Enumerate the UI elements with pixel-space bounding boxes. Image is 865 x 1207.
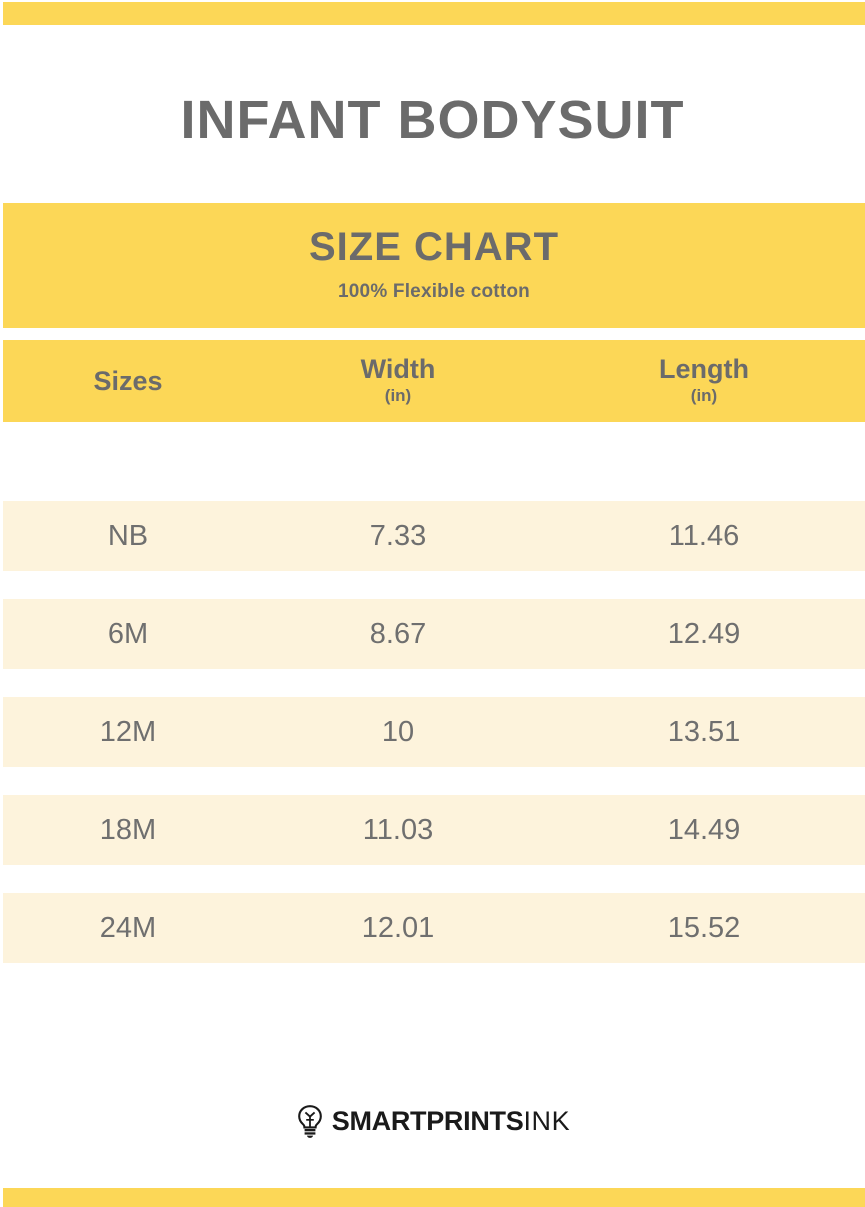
- banner-title: SIZE CHART: [309, 225, 559, 269]
- cell-length-value: 15.52: [667, 911, 741, 944]
- cell-length: 15.52: [543, 911, 865, 944]
- cell-size: 6M: [3, 617, 253, 650]
- banner-subtitle: 100% Flexible cotton: [338, 281, 530, 302]
- cell-size-value: 12M: [99, 715, 157, 748]
- cell-length: 14.49: [543, 813, 865, 846]
- cell-length-value: 14.49: [667, 813, 741, 846]
- header-cell-sizes: Sizes: [3, 365, 253, 396]
- cell-size-value: 24M: [99, 911, 157, 944]
- cell-width: 8.67: [253, 617, 543, 650]
- cell-length: 13.51: [543, 715, 865, 748]
- size-chart-banner: SIZE CHART 100% Flexible cotton: [3, 203, 865, 328]
- cell-width: 12.01: [253, 911, 543, 944]
- size-table: Sizes Width (in) Length (in) NB 7.33 11.…: [3, 340, 865, 963]
- page-title: INFANT BODYSUIT: [0, 80, 865, 160]
- header-cell-width: Width (in): [253, 355, 543, 407]
- page-title-text: INFANT BODYSUIT: [180, 90, 685, 150]
- cell-width: 10: [253, 715, 543, 748]
- table-row: 12M 10 13.51: [3, 697, 865, 767]
- table-row: 24M 12.01 15.52: [3, 893, 865, 963]
- header-label-length: Length: [659, 354, 749, 385]
- header-label-width: Width: [360, 354, 436, 385]
- table-row: 18M 11.03 14.49: [3, 795, 865, 865]
- cell-size-value: 18M: [99, 813, 157, 846]
- cell-length-value: 13.51: [667, 715, 741, 748]
- lightbulb-icon: [297, 1105, 322, 1138]
- header-label-sizes: Sizes: [93, 365, 163, 396]
- cell-size-value: 6M: [107, 617, 149, 650]
- table-row: 6M 8.67 12.49: [3, 599, 865, 669]
- cell-width-value: 12.01: [361, 911, 435, 944]
- cell-size-value: NB: [107, 519, 149, 552]
- cell-length: 12.49: [543, 617, 865, 650]
- cell-width-value: 10: [381, 715, 415, 748]
- header-unit-width: (in): [384, 386, 412, 406]
- cell-width-value: 7.33: [369, 519, 427, 552]
- cell-length-value: 12.49: [667, 617, 741, 650]
- brand-name-light: INK: [523, 1105, 571, 1136]
- cell-size: 24M: [3, 911, 253, 944]
- cell-length: 11.46: [543, 519, 865, 552]
- cell-width: 7.33: [253, 519, 543, 552]
- table-header-row: Sizes Width (in) Length (in): [3, 340, 865, 422]
- cell-length-value: 11.46: [668, 519, 740, 552]
- brand-name-bold: SMARTPRINTS: [331, 1105, 524, 1136]
- cell-width: 11.03: [253, 813, 543, 846]
- top-accent-bar: [3, 2, 865, 25]
- cell-size: 12M: [3, 715, 253, 748]
- brand-wordmark: SMARTPRINTS INK: [332, 1106, 571, 1137]
- header-unit-length: (in): [690, 386, 718, 406]
- cell-width-value: 11.03: [362, 813, 434, 846]
- cell-size: NB: [3, 519, 253, 552]
- table-row: NB 7.33 11.46: [3, 501, 865, 571]
- cell-width-value: 8.67: [369, 617, 427, 650]
- brand-logo: SMARTPRINTS INK: [0, 1098, 865, 1144]
- cell-size: 18M: [3, 813, 253, 846]
- bottom-accent-bar: [3, 1188, 865, 1207]
- header-cell-length: Length (in): [543, 355, 865, 407]
